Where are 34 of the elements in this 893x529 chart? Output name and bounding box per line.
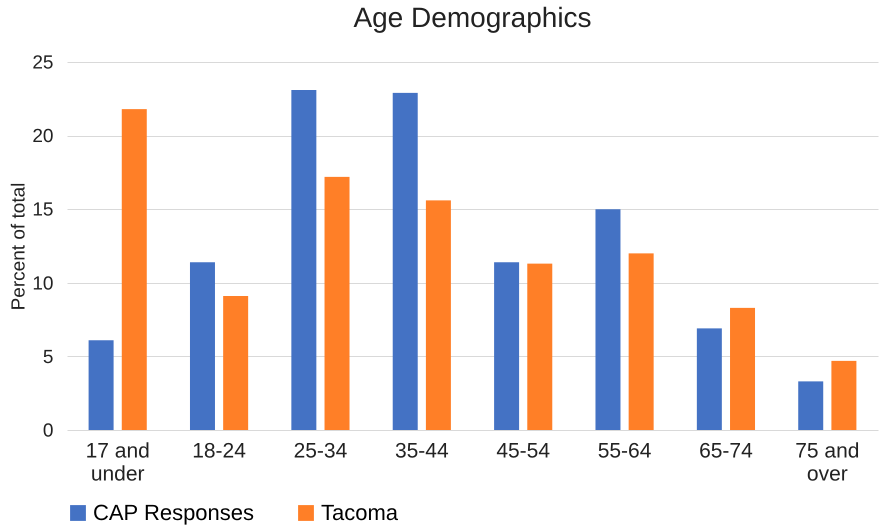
bar — [324, 176, 350, 430]
bar — [730, 308, 756, 430]
bar — [426, 200, 451, 430]
bar — [88, 340, 114, 430]
bar — [190, 262, 215, 430]
bar — [494, 262, 520, 430]
y-tick-label: 25 — [32, 52, 54, 74]
bar — [696, 328, 722, 430]
x-tick-label: 18-24 — [192, 440, 246, 462]
y-tick-label: 5 — [42, 346, 54, 368]
y-tick-label: 20 — [32, 126, 54, 148]
bar — [527, 264, 552, 430]
x-tick-label: 25-34 — [294, 440, 348, 462]
y-axis-title: Percent of total — [8, 182, 30, 310]
y-tick-label: 15 — [32, 200, 54, 221]
chart-title: Age Demographics — [353, 2, 592, 33]
bar — [223, 296, 248, 430]
x-tick-label: 45-54 — [496, 440, 550, 462]
x-tick-label: 55-64 — [598, 440, 652, 462]
bar — [628, 253, 654, 430]
legend-label: Tacoma — [321, 500, 399, 525]
bar — [831, 360, 856, 430]
x-tick-label: 17 and under — [86, 440, 150, 486]
x-tick-label: 35-44 — [394, 440, 449, 462]
bar — [392, 92, 418, 430]
x-tick-label: 65-74 — [699, 440, 754, 462]
bar — [595, 209, 620, 430]
y-tick-label: 10 — [32, 273, 54, 294]
bar — [122, 109, 147, 430]
legend-label: CAP Responses — [93, 500, 254, 525]
y-tick-label: 0 — [42, 420, 54, 442]
x-tick-label: 75 and over — [795, 440, 860, 486]
bar — [291, 90, 316, 430]
bar — [798, 381, 824, 430]
